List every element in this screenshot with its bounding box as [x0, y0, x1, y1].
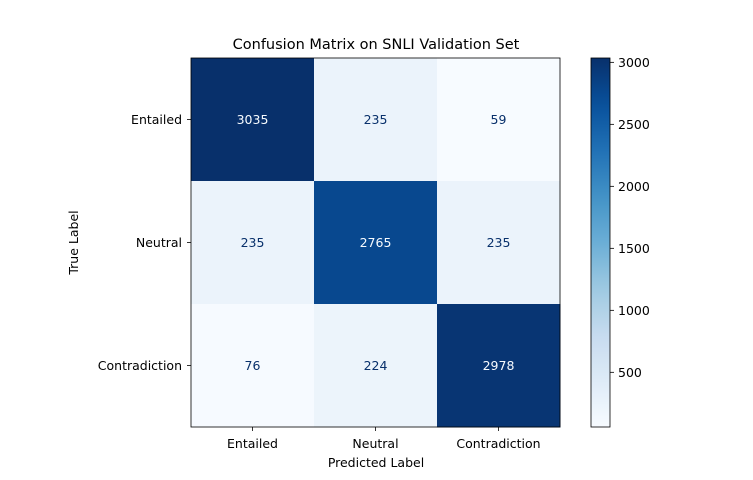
y-tick-label: Contradiction	[98, 358, 182, 373]
colorbar-tick-label: 2500	[618, 117, 650, 132]
cell-value-label: 59	[491, 112, 507, 127]
x-tick-label: Contradiction	[456, 436, 540, 451]
y-axis-ticks: Entailed Neutral Contradiction	[98, 112, 191, 373]
x-tick-label: Neutral	[352, 436, 398, 451]
heatmap-cell	[437, 181, 561, 305]
cell-value-label: 2765	[360, 235, 392, 250]
heatmap-cell	[437, 58, 561, 182]
colorbar-tick-label: 1000	[618, 303, 650, 318]
colorbar-ticks: 500 1000 1500 2000 2500 3000	[610, 55, 650, 380]
x-axis-label: Predicted Label	[328, 455, 424, 470]
cell-value-label: 76	[245, 358, 261, 373]
heatmap-cell	[191, 181, 315, 305]
cell-value-label: 235	[241, 235, 265, 250]
heatmap-cells	[191, 58, 561, 428]
heatmap-cell	[437, 304, 561, 428]
heatmap-cell	[191, 58, 315, 182]
cell-value-label: 3035	[237, 112, 269, 127]
colorbar-tick-label: 1500	[618, 241, 650, 256]
heatmap-cell	[314, 58, 438, 182]
chart-title: Confusion Matrix on SNLI Validation Set	[233, 37, 520, 53]
y-tick-label: Neutral	[136, 235, 182, 250]
colorbar-tick-label: 500	[618, 365, 642, 380]
heatmap-cell	[314, 304, 438, 428]
colorbar	[590, 57, 611, 428]
y-tick-label: Entailed	[131, 112, 182, 127]
cell-value-label: 224	[364, 358, 388, 373]
x-axis-ticks: Entailed Neutral Contradiction	[227, 427, 541, 451]
heatmap-cell-labels: 3035 235 59 235 2765 235 76 224 2978	[237, 112, 515, 373]
y-axis-label: True Label	[66, 210, 81, 275]
heatmap-cell	[191, 304, 315, 428]
x-tick-label: Entailed	[227, 436, 278, 451]
cell-value-label: 235	[487, 235, 511, 250]
colorbar-tick-label: 3000	[618, 55, 650, 70]
cell-value-label: 235	[364, 112, 388, 127]
heatmap-cell	[314, 181, 438, 305]
colorbar-tick-label: 2000	[618, 179, 650, 194]
cell-value-label: 2978	[483, 358, 515, 373]
